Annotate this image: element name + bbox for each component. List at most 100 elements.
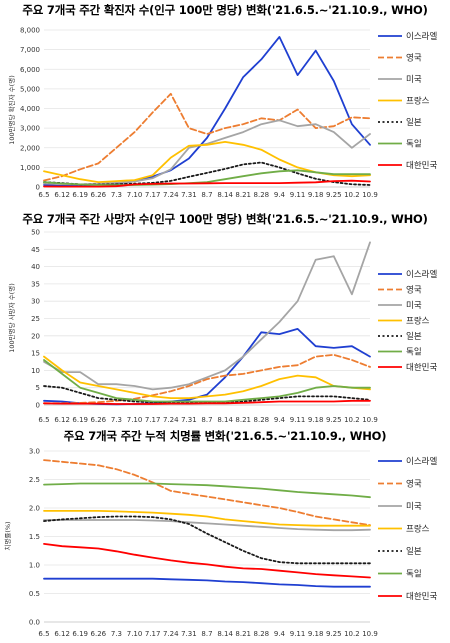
- x-tick-label: 10.2: [344, 630, 360, 638]
- y-tick-label: 2,000: [20, 144, 40, 152]
- x-tick-label: 7.24: [163, 191, 179, 199]
- x-tick-label: 9.18: [308, 630, 324, 638]
- x-tick-label: 9.11: [290, 191, 306, 199]
- legend-label-israel: 이스라엘: [406, 269, 437, 280]
- legend-label-israel: 이스라엘: [406, 31, 437, 42]
- chart-2: 0.0 0.5 1.0 1.5 2.0 2.5 3.0 6.5 6.12 6.19 6.26 7.3 7…: [3, 448, 437, 639]
- legend-label-usa: 미국: [406, 75, 422, 85]
- x-tick-label: 8.7: [201, 630, 212, 638]
- x-tick-label: 9.25: [326, 191, 342, 199]
- y-tick-label: 2.5: [29, 476, 40, 484]
- x-tick-label: 7.10: [127, 630, 143, 638]
- legend-label-korea: 대한민국: [406, 362, 437, 373]
- y-tick-label: 30: [31, 298, 40, 306]
- y-axis-label: 100만명당 사망자 수(명): [7, 283, 16, 352]
- x-tick-label: 8.14: [217, 191, 233, 199]
- y-tick-label: 1.5: [29, 533, 40, 541]
- x-tick-label: 6.26: [91, 416, 107, 424]
- legend-label-usa: 미국: [406, 502, 422, 512]
- series-line-germany: [43, 359, 371, 403]
- legend-label-korea: 대한민국: [406, 160, 437, 171]
- x-tick-label: 7.10: [127, 416, 143, 424]
- x-tick-label: 7.3: [111, 630, 122, 638]
- series-line-uk: [43, 459, 371, 526]
- x-tick-label: 6.26: [91, 191, 107, 199]
- x-tick-label: 7.17: [145, 630, 161, 638]
- y-tick-label: 7,000: [20, 46, 40, 54]
- series-line-usa: [43, 119, 371, 186]
- x-tick-label: 9.18: [308, 416, 324, 424]
- x-tick-label: 8.7: [201, 416, 212, 424]
- y-tick-label: 3.0: [29, 448, 40, 456]
- x-tick-label: 7.31: [181, 416, 197, 424]
- x-tick-label: 9.4: [274, 416, 286, 424]
- y-tick-label: 0.5: [29, 590, 40, 598]
- legend-label-usa: 미국: [406, 301, 422, 311]
- series-line-israel: [43, 327, 371, 406]
- series-line-korea: [43, 399, 371, 405]
- x-tick-label: 7.3: [111, 416, 122, 424]
- x-tick-label: 8.28: [254, 630, 270, 638]
- y-tick-label: 0: [36, 402, 40, 410]
- y-tick-label: 5: [36, 384, 40, 392]
- y-tick-label: 40: [31, 263, 40, 271]
- x-tick-label: 9.4: [274, 630, 286, 638]
- x-tick-label: 9.25: [326, 416, 342, 424]
- series-line-usa: [43, 241, 371, 391]
- y-tick-label: 1.0: [29, 562, 40, 570]
- x-tick-label: 6.12: [54, 191, 70, 199]
- y-tick-label: 10: [31, 367, 40, 375]
- x-tick-label: 8.21: [235, 191, 251, 199]
- series-line-korea: [43, 543, 371, 579]
- x-tick-label: 9.11: [290, 630, 306, 638]
- x-tick-label: 10.9: [362, 191, 378, 199]
- x-tick-label: 9.18: [308, 191, 324, 199]
- series-line-usa: [43, 519, 371, 532]
- y-tick-label: 5,000: [20, 85, 40, 93]
- chart-0: 0 1,000 2,000 3,000 4,000 5,000 6,000 7,000 8,00…: [7, 27, 437, 200]
- y-tick-label: 6,000: [20, 66, 40, 74]
- x-tick-label: 7.10: [127, 191, 143, 199]
- chart-title-deaths: 주요 7개국 주간 사망자 수(인구 100만 명당) 변화('21.6.5.~…: [22, 212, 428, 226]
- series-line-japan: [43, 515, 371, 565]
- chart-1: 0 5 10 15 20 25 30 35 40 45 50 6.5 6.12 6.19 6.26 7.3 7.…: [7, 229, 437, 425]
- y-tick-label: 0: [36, 184, 40, 192]
- x-tick-label: 6.19: [72, 630, 88, 638]
- y-tick-label: 4,000: [20, 105, 40, 113]
- legend-label-france: 프랑스: [406, 524, 430, 535]
- x-tick-label: 7.17: [145, 191, 161, 199]
- x-tick-label: 7.24: [163, 416, 179, 424]
- chart-title-fatality: 주요 7개국 주간 누적 치명률 변화('21.6.5.~'21.10.9., …: [63, 429, 387, 443]
- x-tick-label: 6.5: [38, 191, 49, 199]
- x-tick-label: 7.3: [111, 191, 122, 199]
- series-line-france: [43, 355, 371, 400]
- x-tick-label: 7.31: [181, 191, 197, 199]
- series-line-germany: [43, 482, 371, 499]
- y-tick-label: 25: [31, 315, 40, 323]
- legend-label-france: 프랑스: [406, 316, 430, 327]
- legend-label-uk: 영국: [406, 53, 422, 64]
- x-tick-label: 6.5: [38, 630, 49, 638]
- legend-label-germany: 독일: [406, 570, 422, 580]
- x-tick-label: 6.19: [72, 191, 88, 199]
- legend-label-japan: 일본: [406, 118, 422, 128]
- x-tick-label: 9.25: [326, 630, 342, 638]
- y-tick-label: 1,000: [20, 164, 40, 172]
- y-tick-label: 35: [31, 280, 40, 288]
- x-tick-label: 6.12: [54, 416, 70, 424]
- legend-label-uk: 영국: [406, 285, 422, 296]
- legend-label-japan: 일본: [406, 547, 422, 557]
- x-tick-label: 8.28: [254, 191, 270, 199]
- x-tick-label: 8.21: [235, 630, 251, 638]
- legend-label-japan: 일본: [406, 332, 422, 342]
- y-tick-label: 8,000: [20, 27, 40, 35]
- x-tick-label: 7.24: [163, 630, 179, 638]
- series-line-israel: [43, 36, 371, 187]
- x-tick-label: 10.2: [344, 416, 360, 424]
- legend-label-israel: 이스라엘: [406, 456, 437, 467]
- series-line-germany: [43, 169, 371, 187]
- x-tick-label: 10.9: [362, 416, 378, 424]
- x-tick-label: 6.12: [54, 630, 70, 638]
- x-tick-label: 8.21: [235, 416, 251, 424]
